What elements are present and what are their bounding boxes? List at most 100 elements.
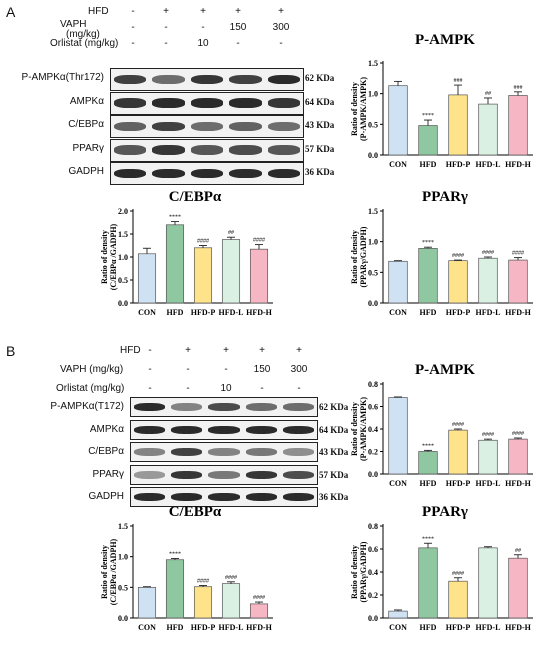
treatment-cell: + <box>259 345 265 356</box>
y-tick-label: 1.0 <box>368 238 378 247</box>
significance-label: **** <box>169 552 181 558</box>
y-tick-label: 1.0 <box>118 253 128 262</box>
blot-strip <box>110 115 304 138</box>
blot-band <box>267 98 300 108</box>
blot-band <box>152 121 185 132</box>
y-tick-label: 0.5 <box>118 583 128 592</box>
y-tick-label: 1.5 <box>368 59 378 68</box>
treatment-label: (mg/kg) <box>66 29 100 40</box>
x-tick-label: HFD <box>167 623 184 632</box>
y-tick-label: 0.8 <box>368 380 378 389</box>
x-tick-label: HFD <box>420 308 437 317</box>
y-tick-label: 1.5 <box>368 207 378 216</box>
treatment-cell: - <box>148 364 152 375</box>
x-tick-label: CON <box>389 308 407 317</box>
y-axis-label: Ratio of density <box>350 230 359 284</box>
significance-label: #### <box>452 571 464 577</box>
treatment-cell: - <box>260 383 264 394</box>
treatment-label: VAPH <box>60 19 87 30</box>
blot-label: GADPH <box>88 491 124 502</box>
y-axis-label: Ratio of density <box>100 545 109 599</box>
x-tick-label: HFD <box>420 160 437 169</box>
blot-band <box>114 145 147 155</box>
blot-kda: 57 KDa <box>319 469 349 480</box>
y-tick-label: 0.4 <box>368 568 378 577</box>
blot-band <box>190 145 224 155</box>
x-tick-label: HFD <box>420 479 437 488</box>
blot-strip <box>110 162 304 185</box>
blot-band <box>134 448 166 457</box>
treatment-cell: - <box>297 383 301 394</box>
blot-band <box>267 145 300 155</box>
blot-kda: 36 KDa <box>319 492 349 502</box>
significance-label: #### <box>512 251 524 257</box>
bar <box>193 586 213 619</box>
blot-band <box>245 448 277 457</box>
y-tick-label: 0.0 <box>368 614 378 623</box>
treatment-cell: - <box>186 364 190 375</box>
blot-band <box>152 168 185 179</box>
treatment-cell: - <box>164 22 168 33</box>
chart-b-cebpa: C/EBPα Ratio of density (C/EBPα /GADPH)0.0… <box>100 504 273 632</box>
treatment-cell: - <box>236 38 240 49</box>
blot-band <box>171 425 203 434</box>
blot-label: C/EBPα <box>88 446 124 457</box>
blot-band <box>171 448 203 457</box>
blot-band <box>282 403 314 412</box>
bar <box>137 586 157 619</box>
y-tick-label: 0.5 <box>368 120 378 129</box>
x-tick-label: HFD-H <box>246 623 273 632</box>
bar <box>388 610 408 619</box>
blot-kda: 64 KDa <box>305 96 335 107</box>
treatment-cell: + <box>235 6 241 17</box>
chart-title: C/EBPα <box>169 189 222 205</box>
significance-label: #### <box>512 431 524 437</box>
treatment-label: HFD <box>120 345 141 356</box>
blot-band <box>114 168 147 179</box>
treatment-label: Orlistat (mg/kg) <box>50 38 119 49</box>
treatment-cell: + <box>163 6 169 17</box>
bar <box>418 547 438 619</box>
western-blot-panel-b: P-AMPKα(T172) 62 KDa AMPKα 64 KDa C/EBPα 43 K… <box>0 0 348 507</box>
significance-label: ## <box>515 548 521 554</box>
significance-label: #### <box>482 250 494 256</box>
significance-label: ### <box>454 78 463 84</box>
x-tick-label: HFD-H <box>505 623 532 632</box>
blot-band <box>152 145 185 155</box>
blot-label: PPARγ <box>92 468 125 480</box>
bar <box>508 557 528 619</box>
chart-title: PPARγ <box>422 504 468 520</box>
blot-band <box>190 121 224 132</box>
bar <box>478 103 498 156</box>
bar <box>137 253 157 304</box>
chart-title: P-AMPK <box>415 362 475 378</box>
treatment-cell: + <box>200 6 206 17</box>
y-tick-label: 0.0 <box>368 151 378 160</box>
x-tick-label: CON <box>389 160 407 169</box>
bar <box>448 580 468 619</box>
x-tick-label: HFD-H <box>246 308 273 317</box>
bar <box>448 429 468 475</box>
blot-kda: 36 KDa <box>305 167 335 177</box>
bar <box>388 85 408 156</box>
y-axis-label: (P-AMPK/AMPK) <box>359 77 368 141</box>
blot-band <box>229 121 262 132</box>
blot-kda: 57 KDa <box>305 143 335 154</box>
treatment-label: Orlistat (mg/kg) <box>56 383 125 394</box>
bar <box>448 94 468 156</box>
blot-band <box>282 448 314 457</box>
chart-a-pparg: PPARγ Ratio of density (PPARγ/GADPH) 0.0 0.5… <box>350 189 533 317</box>
blot-strip <box>110 68 304 91</box>
treatment-label: HFD <box>88 6 109 17</box>
y-tick-label: 1.0 <box>368 90 378 99</box>
blot-band <box>245 403 277 412</box>
blot-band <box>152 98 185 108</box>
blot-band <box>267 168 300 179</box>
treatment-cell: - <box>224 364 228 375</box>
x-tick-label: HFD-P <box>191 623 216 632</box>
significance-label: #### <box>452 422 464 428</box>
significance-label: #### <box>253 238 265 244</box>
blot-label: P-AMPKα(Thr172) <box>21 72 104 83</box>
bar <box>478 439 498 475</box>
blot-band <box>245 425 277 434</box>
